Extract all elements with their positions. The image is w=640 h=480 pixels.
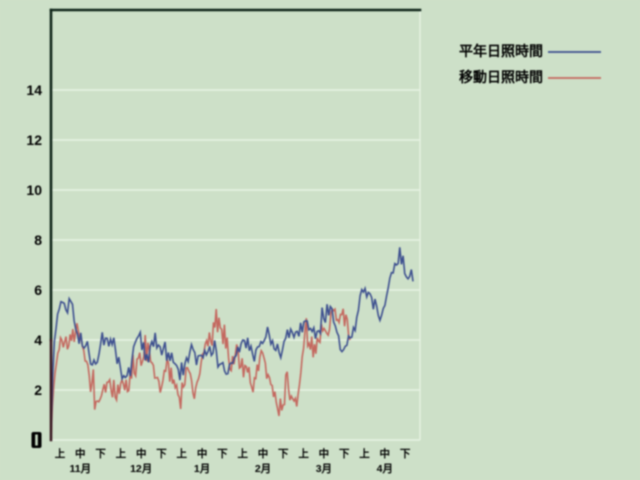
svg-text:4: 4: [34, 332, 42, 348]
svg-text:移動日照時間: 移動日照時間: [459, 69, 543, 85]
svg-text:下: 下: [278, 448, 289, 460]
svg-text:2月: 2月: [255, 463, 271, 475]
svg-text:3月: 3月: [316, 463, 332, 475]
svg-text:1月: 1月: [194, 463, 210, 475]
svg-text:上: 上: [359, 447, 370, 460]
svg-text:14: 14: [26, 82, 42, 98]
svg-text:4月: 4月: [377, 463, 393, 475]
svg-text:下: 下: [217, 448, 228, 460]
svg-text:平年日照時間: 平年日照時間: [459, 43, 543, 59]
svg-text:中: 中: [319, 447, 330, 460]
svg-text:上: 上: [237, 447, 248, 460]
svg-text:中: 中: [258, 447, 269, 460]
svg-text:下: 下: [156, 448, 167, 460]
svg-text:上: 上: [177, 447, 188, 460]
svg-text:6: 6: [34, 282, 42, 298]
svg-text:中: 中: [197, 447, 208, 460]
svg-text:12月: 12月: [130, 463, 152, 475]
svg-text:下: 下: [95, 448, 106, 460]
svg-text:下: 下: [339, 448, 350, 460]
svg-text:中: 中: [380, 447, 391, 460]
svg-text:上: 上: [55, 447, 66, 460]
svg-text:8: 8: [34, 232, 42, 248]
svg-text:上: 上: [298, 447, 309, 460]
svg-text:中: 中: [75, 447, 86, 460]
svg-text:中: 中: [136, 447, 147, 460]
svg-text:10: 10: [26, 182, 42, 198]
svg-text:12: 12: [26, 132, 42, 148]
svg-text:11月: 11月: [69, 463, 91, 475]
svg-text:上: 上: [116, 447, 127, 460]
svg-text:下: 下: [400, 448, 411, 460]
svg-text:2: 2: [34, 382, 42, 398]
